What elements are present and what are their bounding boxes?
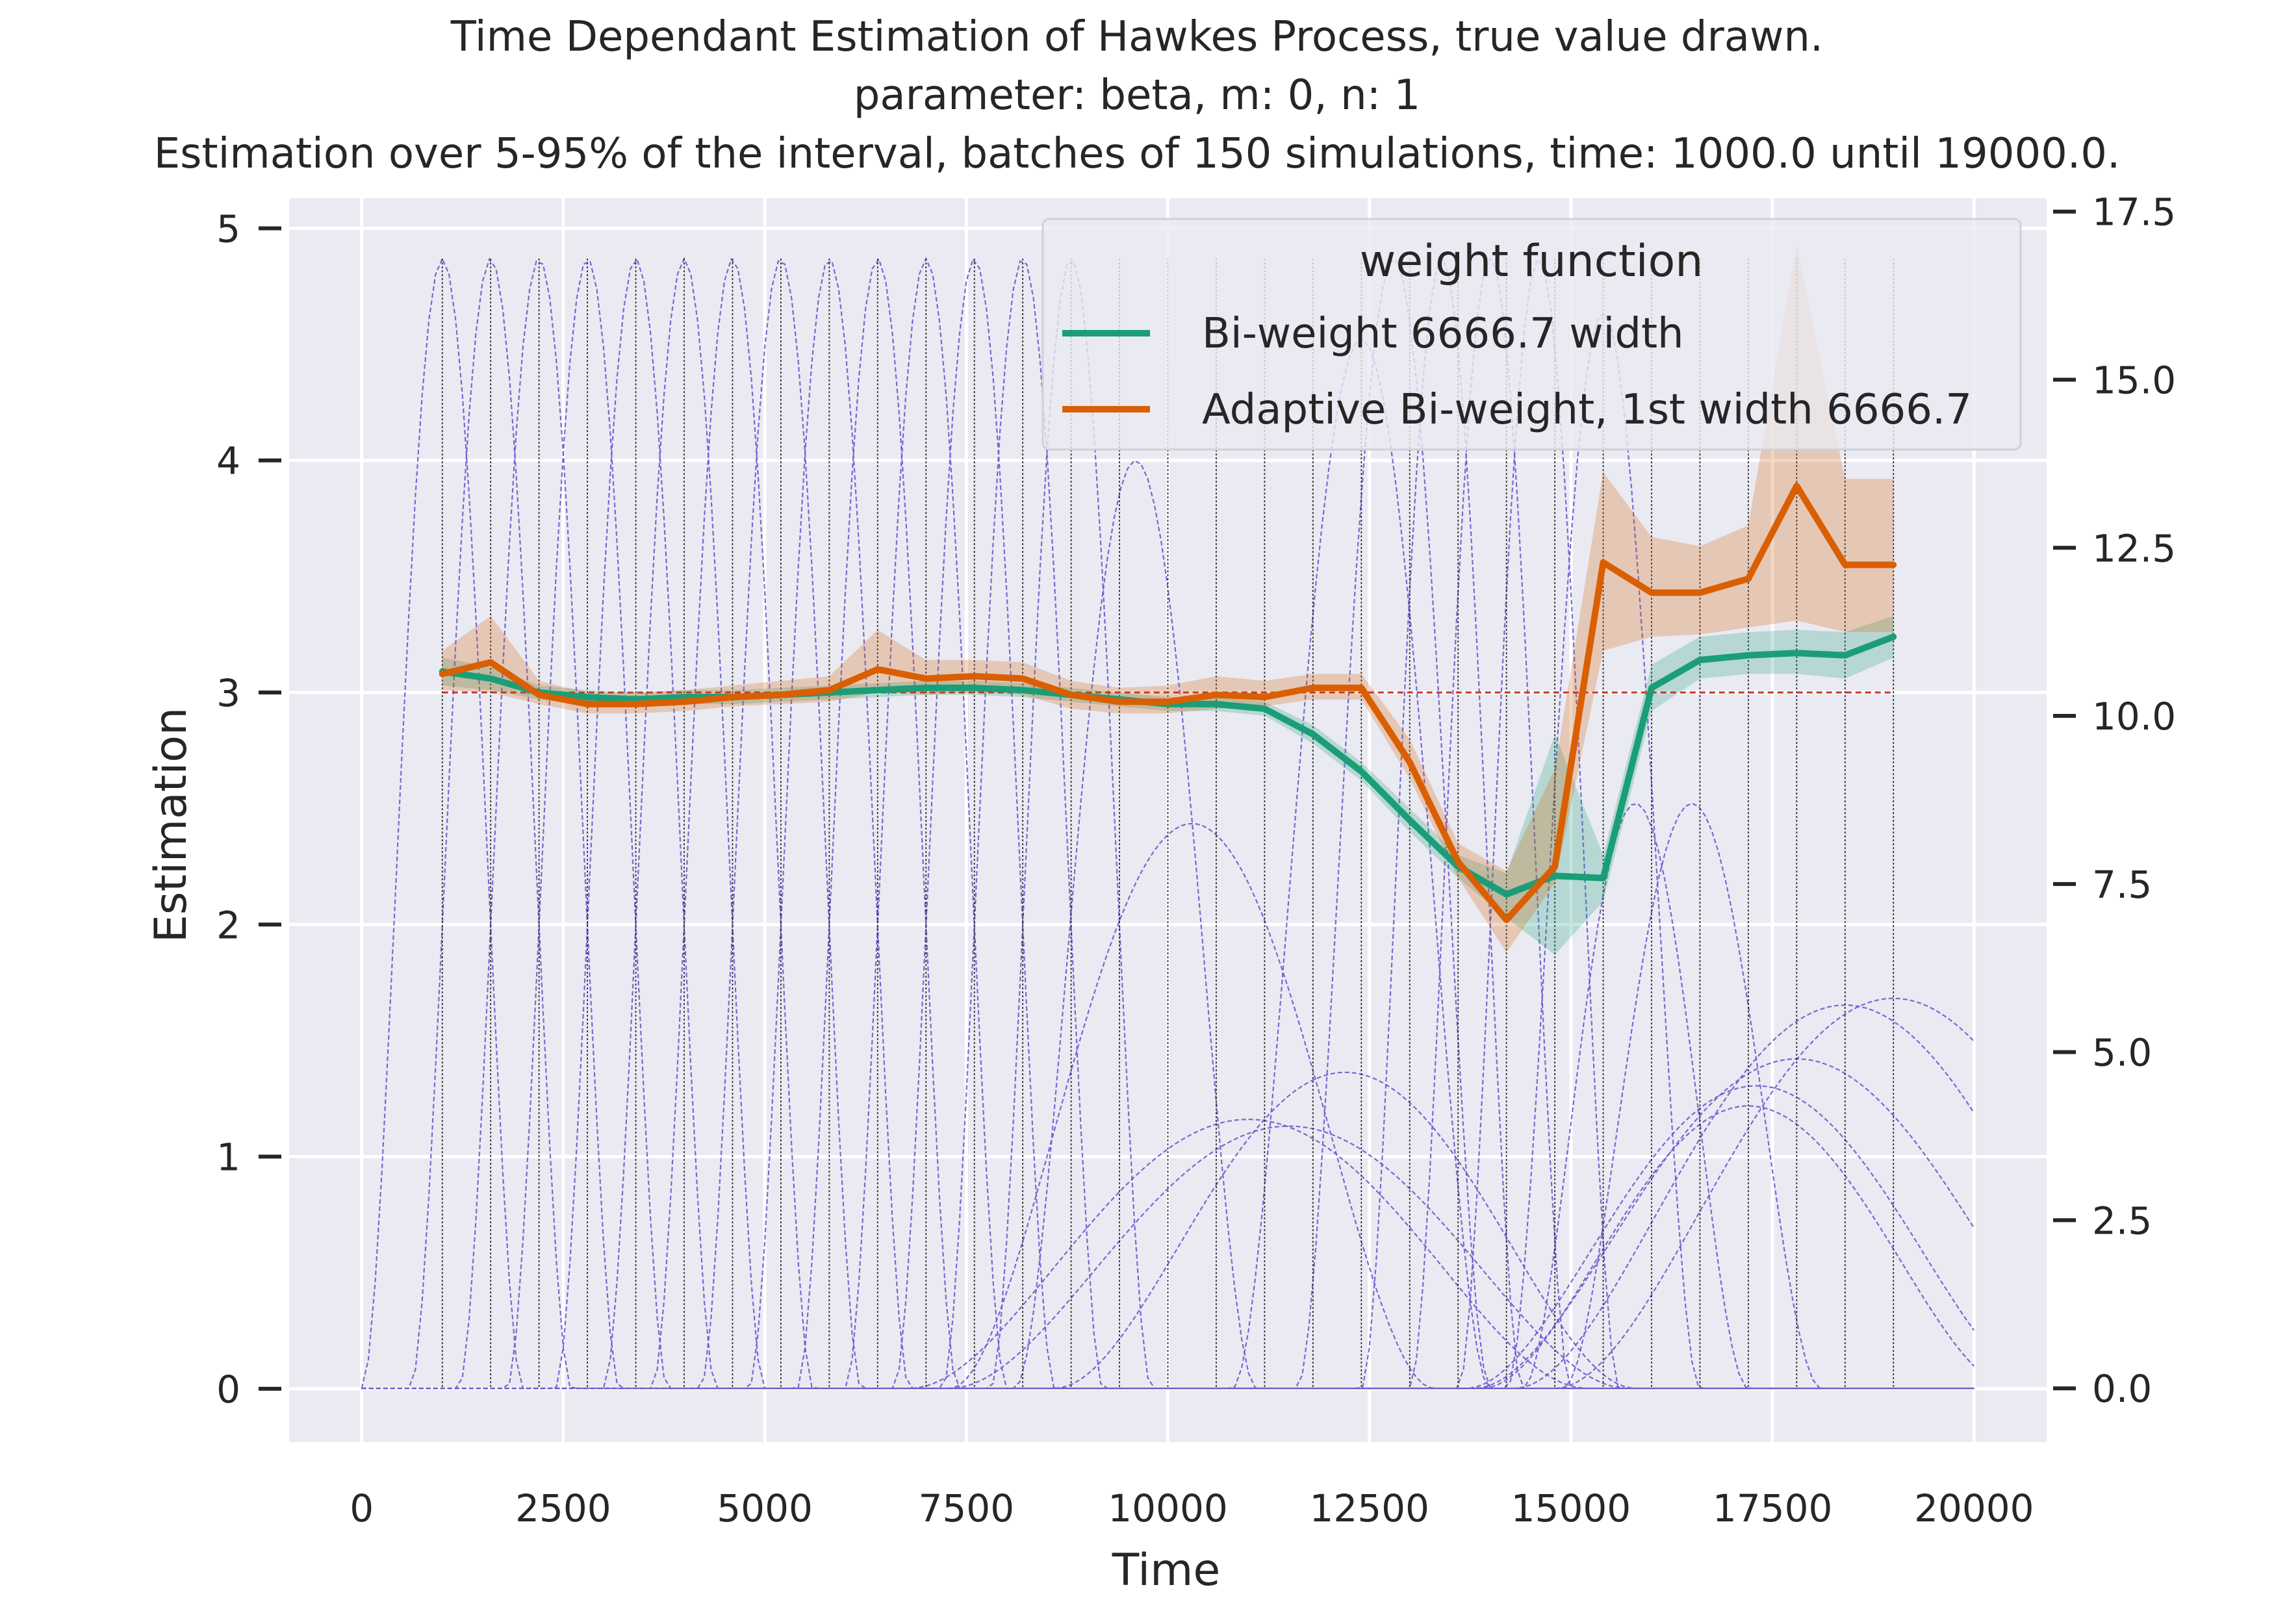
title-line-1: Time Dependant Estimation of Hawkes Proc…: [450, 13, 1823, 61]
y-tick-label: 5: [216, 207, 240, 251]
kernel-curve: [361, 997, 1975, 1389]
chart-title: Time Dependant Estimation of Hawkes Proc…: [154, 13, 2121, 178]
y-axis-right: 0.0 2.5 5.0 7.5 10.0 12.5 15.0 17.5: [2053, 190, 2176, 1411]
confidence-band: [442, 244, 1894, 953]
y-tick-label: 2: [216, 903, 240, 947]
y2-tick-label: 7.5: [2092, 863, 2152, 907]
x-tick-label: 17500: [1713, 1486, 1833, 1530]
title-line-3: Estimation over 5-95% of the interval, b…: [154, 130, 2121, 178]
x-axis: 0 2500 5000 7500 10000 12500 15000 17500 20000: [350, 1486, 2034, 1530]
legend: weight function Bi-weight 6666.7 width A…: [1041, 218, 2022, 451]
x-axis-label: Time: [1112, 1545, 1220, 1596]
y-tick-label: 0: [216, 1367, 240, 1412]
y2-tick-label: 10.0: [2092, 694, 2176, 739]
series-lines: [439, 483, 1897, 924]
legend-title: weight function: [1360, 236, 1704, 287]
confidence-bands: [442, 244, 1894, 955]
title-line-2: parameter: beta, m: 0, n: 1: [854, 71, 1421, 120]
x-tick-label: 5000: [717, 1486, 813, 1530]
y2-tick-label: 12.5: [2092, 526, 2176, 570]
legend-label-adaptive: Adaptive Bi-weight, 1st width 6666.7: [1202, 386, 1972, 434]
x-tick-label: 15000: [1511, 1486, 1631, 1530]
x-tick-label: 7500: [918, 1486, 1014, 1530]
x-tick-label: 12500: [1309, 1486, 1429, 1530]
y2-tick-label: 17.5: [2092, 190, 2176, 235]
y2-tick-label: 0.0: [2092, 1367, 2152, 1411]
y2-tick-label: 5.0: [2092, 1031, 2152, 1075]
series-line: [439, 483, 1897, 924]
legend-box: [1041, 218, 2022, 451]
y-tick-label: 4: [216, 439, 240, 483]
x-tick-label: 0: [350, 1486, 374, 1530]
x-tick-label: 20000: [1914, 1486, 2034, 1530]
confidence-band: [442, 616, 1894, 955]
legend-label-biweight: Bi-weight 6666.7 width: [1202, 310, 1684, 358]
x-tick-label: 10000: [1108, 1486, 1228, 1530]
y-axis-left: 0 1 2 3 4 5: [216, 207, 281, 1412]
y-tick-label: 3: [216, 671, 240, 715]
y2-tick-label: 15.0: [2092, 358, 2176, 402]
x-tick-label: 2500: [515, 1486, 611, 1530]
y-tick-label: 1: [216, 1136, 240, 1180]
y-axis-label: Estimation: [146, 707, 197, 943]
y2-tick-label: 2.5: [2092, 1199, 2152, 1243]
